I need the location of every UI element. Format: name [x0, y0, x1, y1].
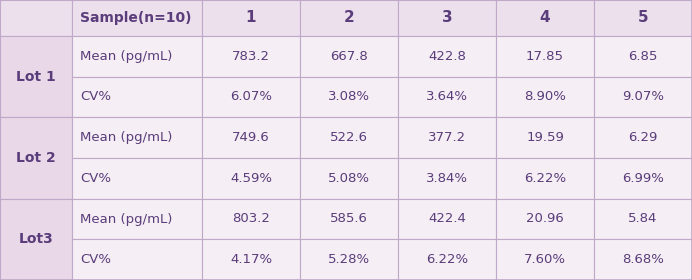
Bar [300, 77, 398, 117]
Text: 783.2: 783.2 [232, 50, 270, 63]
Bar [72, 0, 202, 36]
Text: 585.6: 585.6 [330, 213, 368, 225]
Bar [496, 0, 594, 36]
Text: 9.07%: 9.07% [622, 90, 664, 104]
Bar [594, 0, 692, 36]
Text: 5.84: 5.84 [628, 213, 657, 225]
Text: CV%: CV% [80, 172, 111, 185]
Text: 6.22%: 6.22% [524, 172, 566, 185]
Text: 4: 4 [540, 10, 550, 25]
Bar [398, 239, 496, 280]
Bar [72, 158, 202, 199]
Bar [72, 239, 202, 280]
Text: 8.90%: 8.90% [524, 90, 566, 104]
Text: Mean (pg/mL): Mean (pg/mL) [80, 131, 172, 144]
Text: 5: 5 [638, 10, 648, 25]
Bar [202, 239, 300, 280]
Text: 6.99%: 6.99% [622, 172, 664, 185]
Text: 6.85: 6.85 [628, 50, 657, 63]
Bar [202, 0, 300, 36]
Bar [398, 77, 496, 117]
Bar [594, 158, 692, 199]
Bar [72, 77, 202, 117]
Bar [496, 117, 594, 158]
Text: 803.2: 803.2 [232, 213, 270, 225]
Text: 422.4: 422.4 [428, 213, 466, 225]
Text: 5.28%: 5.28% [328, 253, 370, 266]
Text: 3.64%: 3.64% [426, 90, 468, 104]
Text: 6.22%: 6.22% [426, 253, 468, 266]
Bar [398, 117, 496, 158]
Bar [300, 158, 398, 199]
Text: 6.07%: 6.07% [230, 90, 272, 104]
Bar [300, 0, 398, 36]
Text: CV%: CV% [80, 90, 111, 104]
Text: Sample(n=10): Sample(n=10) [80, 11, 192, 25]
Bar [202, 117, 300, 158]
Bar [496, 239, 594, 280]
Text: 17.85: 17.85 [526, 50, 564, 63]
Bar [202, 158, 300, 199]
Text: Lot3: Lot3 [19, 232, 53, 246]
Text: 3: 3 [441, 10, 453, 25]
Bar [496, 77, 594, 117]
Bar [496, 36, 594, 77]
Bar [300, 239, 398, 280]
Text: 6.29: 6.29 [628, 131, 657, 144]
Bar [496, 199, 594, 239]
Text: 3.08%: 3.08% [328, 90, 370, 104]
Bar [72, 36, 202, 77]
Text: 20.96: 20.96 [526, 213, 564, 225]
Text: 667.8: 667.8 [330, 50, 368, 63]
Bar [0, 199, 72, 280]
Bar [594, 199, 692, 239]
Bar [202, 199, 300, 239]
Text: 4.17%: 4.17% [230, 253, 272, 266]
Text: 522.6: 522.6 [330, 131, 368, 144]
Text: Lot 1: Lot 1 [16, 70, 56, 84]
Bar [0, 36, 72, 117]
Text: 4.59%: 4.59% [230, 172, 272, 185]
Text: 749.6: 749.6 [232, 131, 270, 144]
Bar [202, 77, 300, 117]
Bar [398, 36, 496, 77]
Bar [202, 36, 300, 77]
Bar [594, 36, 692, 77]
Text: Mean (pg/mL): Mean (pg/mL) [80, 213, 172, 225]
Bar [398, 0, 496, 36]
Text: 7.60%: 7.60% [524, 253, 566, 266]
Bar [496, 158, 594, 199]
Text: 422.8: 422.8 [428, 50, 466, 63]
Bar [0, 117, 72, 199]
Text: 19.59: 19.59 [526, 131, 564, 144]
Bar [594, 77, 692, 117]
Bar [300, 36, 398, 77]
Bar [72, 117, 202, 158]
Bar [398, 199, 496, 239]
Bar [398, 158, 496, 199]
Text: Lot 2: Lot 2 [16, 151, 56, 165]
Text: 377.2: 377.2 [428, 131, 466, 144]
Bar [594, 239, 692, 280]
Text: 8.68%: 8.68% [622, 253, 664, 266]
Bar [72, 199, 202, 239]
Text: 2: 2 [344, 10, 354, 25]
Bar [594, 117, 692, 158]
Text: CV%: CV% [80, 253, 111, 266]
Text: 3.84%: 3.84% [426, 172, 468, 185]
Bar [300, 199, 398, 239]
Text: Mean (pg/mL): Mean (pg/mL) [80, 50, 172, 63]
Text: 1: 1 [246, 10, 256, 25]
Bar [300, 117, 398, 158]
Text: 5.08%: 5.08% [328, 172, 370, 185]
Bar [0, 0, 72, 36]
